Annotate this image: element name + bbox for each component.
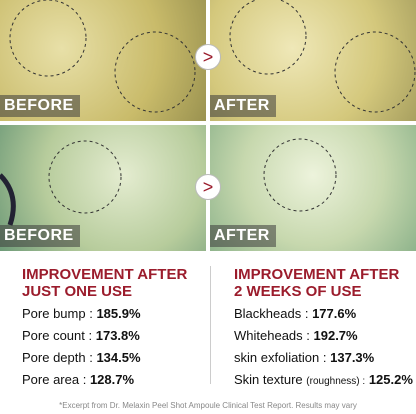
heading-line: 2 WEEKS OF USE (234, 283, 362, 300)
result-value: 137.3% (330, 350, 375, 365)
divider (210, 266, 211, 384)
left-heading: IMPROVEMENT AFTER JUST ONE USE (22, 266, 187, 300)
result-value: 128.7% (89, 372, 135, 387)
result-item: Blackheads : 177.6% (234, 306, 356, 321)
heading-line: IMPROVEMENT AFTER (234, 266, 400, 283)
result-item: Pore area : 128.7% (22, 372, 134, 387)
arrow-icon: > (195, 44, 221, 70)
heading-line: JUST ONE USE (22, 283, 133, 300)
result-label: Pore area : (22, 372, 87, 387)
result-value: 177.6% (312, 306, 357, 321)
skin-photo: BEFORE (0, 0, 206, 121)
dashed-circles (263, 138, 337, 212)
result-item: Pore bump : 185.9% (22, 306, 141, 321)
result-label: skin exfoliation : (234, 350, 327, 365)
right-heading: IMPROVEMENT AFTER 2 WEEKS OF USE (234, 266, 399, 300)
after-label: AFTER (210, 95, 276, 117)
result-label: Pore bump : (22, 306, 93, 321)
result-label: Pore depth : (22, 350, 93, 365)
skin-photo: BEFORE (0, 125, 206, 251)
result-note: (roughness) : (306, 376, 366, 387)
result-item: skin exfoliation : 137.3% (234, 350, 374, 365)
heading-line: IMPROVEMENT AFTER (22, 266, 188, 283)
result-label: Blackheads : (234, 306, 309, 321)
result-item: Pore count : 173.8% (22, 328, 140, 343)
result-value: 173.8% (95, 328, 140, 343)
result-item: Skin texture (roughness) : 125.2% (234, 372, 413, 387)
dashed-circles (229, 0, 416, 113)
dashed-circles (0, 140, 122, 226)
skin-photo: AFTER (210, 0, 416, 121)
skin-photo: AFTER (210, 125, 416, 251)
arrow-icon: > (195, 174, 221, 200)
result-item: Whiteheads : 192.7% (234, 328, 358, 343)
before-label: BEFORE (0, 225, 80, 247)
result-label: Skin texture (234, 372, 303, 387)
result-value: 192.7% (313, 328, 358, 343)
footnote: *Excerpt from Dr. Melaxin Peel Shot Ampo… (59, 401, 357, 410)
result-label: Pore count : (22, 328, 93, 343)
after-label: AFTER (210, 225, 276, 247)
result-label: Whiteheads : (234, 328, 310, 343)
result-value: 125.2% (368, 372, 413, 387)
result-value: 134.5% (96, 350, 141, 365)
result-item: Pore depth : 134.5% (22, 350, 141, 365)
result-value: 185.9% (96, 306, 141, 321)
before-label: BEFORE (0, 95, 80, 117)
dashed-circles (9, 0, 196, 113)
